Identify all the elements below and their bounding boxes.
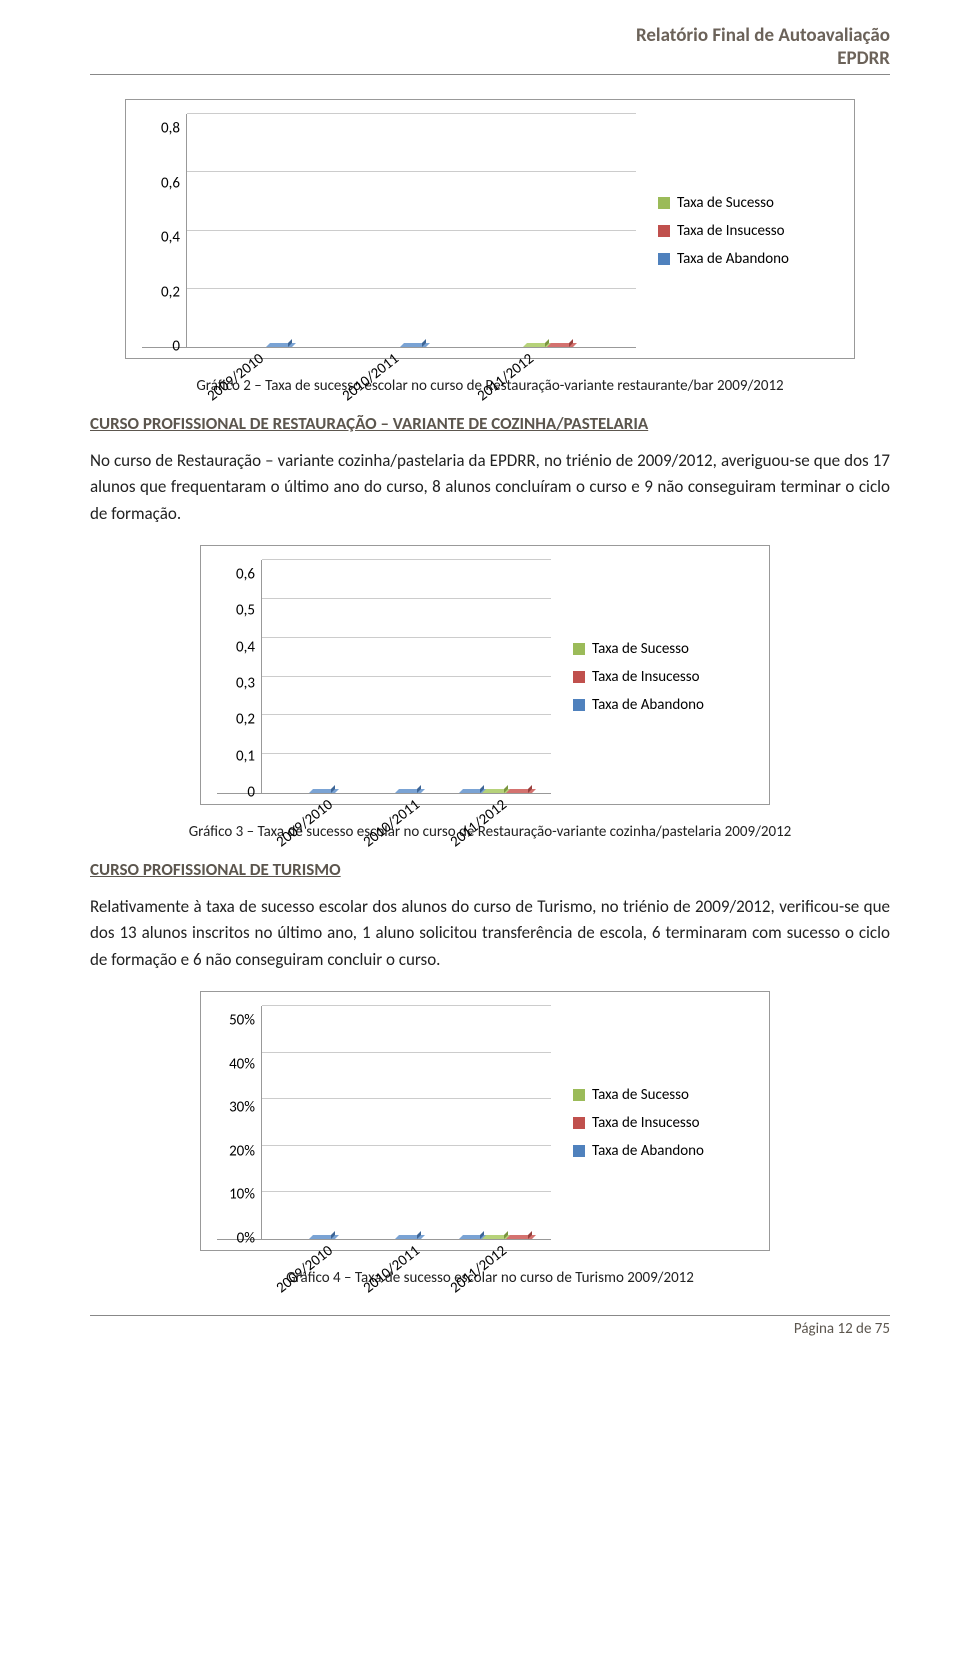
legend-item: Taxa de Abandono [573, 696, 753, 714]
legend-item: Taxa de Insucesso [573, 1114, 753, 1132]
y-tick: 20% [211, 1144, 255, 1159]
y-tick: 50% [211, 1014, 255, 1029]
legend-label: Taxa de Sucesso [592, 1086, 689, 1104]
y-tick: 10% [211, 1188, 255, 1203]
legend-label: Taxa de Insucesso [677, 222, 785, 240]
legend-swatch [573, 1117, 585, 1129]
legend-swatch [573, 699, 585, 711]
chart3-legend: Taxa de Sucesso Taxa de Insucesso Taxa de … [573, 1006, 753, 1240]
legend-swatch [573, 671, 585, 683]
y-tick: 40% [211, 1057, 255, 1072]
legend-label: Taxa de Sucesso [592, 640, 689, 658]
x-label: 2011/2012 [447, 1242, 511, 1297]
bars [262, 1006, 551, 1239]
y-tick: 0,2 [211, 713, 255, 728]
x-label: 2011/2012 [474, 350, 538, 405]
header-subtitle: EPDRR [90, 47, 890, 70]
chart2-plot: 00,10,20,30,40,50,6 2009/20102010/201120… [217, 560, 551, 794]
chart1-xaxis: 2009/20102010/20112011/2012 [186, 347, 636, 399]
section2-body: Relativamente à taxa de sucesso escolar … [90, 894, 890, 973]
x-label: 2011/2012 [447, 796, 511, 851]
y-tick: 0,3 [211, 677, 255, 692]
legend-label: Taxa de Abandono [677, 250, 789, 268]
y-tick: 0,4 [136, 231, 180, 246]
section1-title: CURSO PROFISSIONAL DE RESTAURAÇÃO – VARI… [90, 413, 890, 434]
chart3-xaxis: 2009/20102010/20112011/2012 [261, 1239, 551, 1291]
legend-item: Taxa de Sucesso [658, 194, 838, 212]
legend-label: Taxa de Abandono [592, 696, 704, 714]
legend-swatch [658, 253, 670, 265]
chart1-inner [186, 114, 636, 347]
legend-label: Taxa de Abandono [592, 1142, 704, 1160]
section1-body: No curso de Restauração – variante cozin… [90, 448, 890, 527]
chart2-yaxis: 00,10,20,30,40,50,6 [211, 560, 255, 793]
page-header: Relatório Final de Autoavaliação EPDRR [90, 24, 890, 75]
y-tick: 0 [136, 340, 180, 355]
legend-swatch [658, 225, 670, 237]
chart-cozinha-pastelaria: 00,10,20,30,40,50,6 2009/20102010/201120… [200, 545, 770, 805]
page-number: Página 12 de 75 [794, 1320, 890, 1338]
x-label: 2010/2011 [339, 350, 403, 405]
x-label: 2009/2010 [273, 1242, 337, 1297]
legend-item: Taxa de Abandono [573, 1142, 753, 1160]
y-tick: 0,1 [211, 749, 255, 764]
y-tick: 0,2 [136, 285, 180, 300]
chart3-plot: 0%10%20%30%40%50% 2009/20102010/20112011… [217, 1006, 551, 1240]
legend-label: Taxa de Insucesso [592, 668, 700, 686]
chart-turismo: 0%10%20%30%40%50% 2009/20102010/20112011… [200, 991, 770, 1251]
x-label: 2009/2010 [204, 350, 268, 405]
chart2-inner [261, 560, 551, 793]
chart2-xaxis: 2009/20102010/20112011/2012 [261, 793, 551, 845]
chart-restauracao-bar: 00,20,40,60,8 2009/20102010/20112011/201… [125, 99, 855, 359]
x-label: 2009/2010 [273, 796, 337, 851]
bars [262, 560, 551, 793]
y-tick: 30% [211, 1101, 255, 1116]
y-tick: 0,6 [211, 568, 255, 583]
y-tick: 0,8 [136, 122, 180, 137]
y-tick: 0 [211, 786, 255, 801]
y-tick: 0,4 [211, 640, 255, 655]
legend-swatch [573, 1145, 585, 1157]
legend-item: Taxa de Insucesso [658, 222, 838, 240]
legend-item: Taxa de Abandono [658, 250, 838, 268]
legend-swatch [573, 1089, 585, 1101]
legend-item: Taxa de Insucesso [573, 668, 753, 686]
legend-swatch [573, 643, 585, 655]
chart3-inner [261, 1006, 551, 1239]
y-tick: 0,6 [136, 176, 180, 191]
legend-item: Taxa de Sucesso [573, 640, 753, 658]
x-label: 2010/2011 [360, 796, 424, 851]
x-label: 2010/2011 [360, 1242, 424, 1297]
y-tick: 0% [211, 1232, 255, 1247]
bars [187, 114, 636, 347]
chart1-plot: 00,20,40,60,8 2009/20102010/20112011/201… [142, 114, 636, 348]
page-footer: Página 12 de 75 [90, 1315, 890, 1338]
legend-item: Taxa de Sucesso [573, 1086, 753, 1104]
chart1-legend: Taxa de Sucesso Taxa de Insucesso Taxa de … [658, 114, 838, 348]
section2-title: CURSO PROFISSIONAL DE TURISMO [90, 859, 890, 880]
legend-label: Taxa de Insucesso [592, 1114, 700, 1132]
y-tick: 0,5 [211, 604, 255, 619]
chart1-yaxis: 00,20,40,60,8 [136, 114, 180, 347]
legend-swatch [658, 197, 670, 209]
legend-label: Taxa de Sucesso [677, 194, 774, 212]
chart2-legend: Taxa de Sucesso Taxa de Insucesso Taxa de … [573, 560, 753, 794]
header-title: Relatório Final de Autoavaliação [90, 24, 890, 47]
chart3-yaxis: 0%10%20%30%40%50% [211, 1006, 255, 1239]
